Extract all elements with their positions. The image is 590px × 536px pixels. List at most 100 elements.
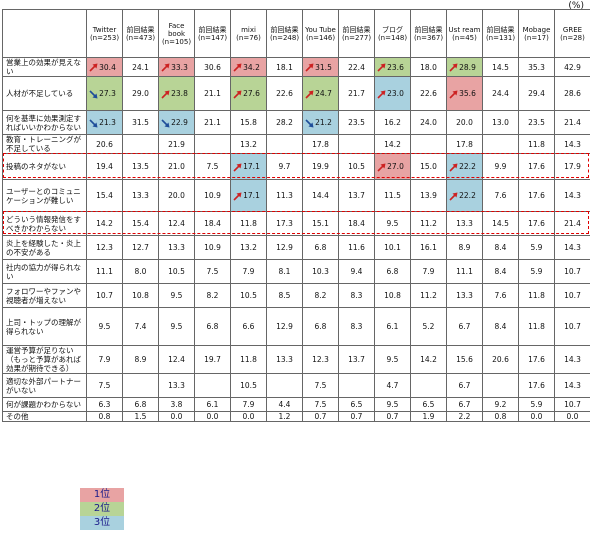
cell-value: 8.4 <box>494 243 507 252</box>
column-name: mixi <box>241 25 256 34</box>
cell-value: 13.3 <box>276 355 293 364</box>
data-cell: 6.5 <box>338 397 375 412</box>
data-cell: 9.9 <box>482 153 519 180</box>
cell-value: 9.2 <box>494 400 507 409</box>
cell-value: 22.9 <box>171 118 188 127</box>
cell-value: 0.7 <box>350 412 363 421</box>
trend-up-arrow-icon <box>305 90 314 99</box>
cell-value: 8.2 <box>314 291 327 300</box>
table-row: 何を基準に効果測定すればいいかわからない 21.3 31.5 22.9 21.1 15.8… <box>2 110 590 135</box>
column-sample-size: (n=76) <box>236 33 261 42</box>
table-row: 炎上を経験した・炎上の不安がある 12.3 12.7 13.3 10.9 13.2 12.9… <box>2 235 590 260</box>
data-cell: 28.9 <box>446 57 483 77</box>
trend-down-arrow-icon <box>305 118 314 127</box>
cell-value: 6.8 <box>314 322 327 331</box>
cell-value: 0.0 <box>206 412 219 421</box>
cell-value: 10.3 <box>312 267 329 276</box>
data-cell: 19.7 <box>194 345 231 374</box>
data-cell: 10.5 <box>230 373 267 398</box>
data-cell: 0.7 <box>338 411 375 422</box>
cell-value: 12.4 <box>168 355 185 364</box>
cell-value: 17.3 <box>276 219 293 228</box>
cell-value: 14.3 <box>564 381 581 390</box>
data-cell: 12.4 <box>158 211 195 236</box>
data-cell: 8.4 <box>482 307 519 346</box>
table-row: 適切な外部パートナーがいない 7.5 13.3 10.5 7.5 4.7 6.7 17.6 14… <box>2 373 590 398</box>
cell-value: 10.7 <box>564 267 581 276</box>
data-cell: 13.7 <box>338 179 375 212</box>
data-cell: 9.5 <box>374 345 411 374</box>
cell-value: 10.7 <box>564 322 581 331</box>
data-cell: 14.3 <box>554 134 590 154</box>
table-row: 社内の協力が得られない 11.1 8.0 10.5 7.5 7.9 8.1 10.3 9.4 6.… <box>2 259 590 284</box>
data-cell: 6.7 <box>446 373 483 398</box>
cell-value: 4.4 <box>278 400 291 409</box>
cell-value: 13.3 <box>456 291 473 300</box>
data-cell: 20.6 <box>86 134 123 154</box>
table-row: 上司・トップの理解が得られない 9.5 7.4 9.5 6.8 6.6 12.9 6.8 8.3… <box>2 307 590 346</box>
data-cell: 14.5 <box>482 211 519 236</box>
cell-value: 19.9 <box>312 162 329 171</box>
data-cell: 21.3 <box>86 110 123 135</box>
cell-value: 13.2 <box>240 243 257 252</box>
cell-value: 15.6 <box>456 355 473 364</box>
trend-up-arrow-icon <box>449 90 458 99</box>
cell-value: 29.0 <box>132 89 149 98</box>
data-cell: 11.8 <box>230 345 267 374</box>
data-cell: 7.5 <box>302 397 339 412</box>
cell-value: 7.5 <box>98 381 111 390</box>
data-cell: 17.8 <box>302 134 339 154</box>
column-header: mixi (n=76) <box>230 9 267 58</box>
data-cell: 23.0 <box>374 76 411 111</box>
cell-value: 16.2 <box>384 118 401 127</box>
row-label: 何を基準に効果測定すればいいかわからない <box>2 110 87 135</box>
trend-up-arrow-icon <box>233 163 242 172</box>
data-cell: 17.6 <box>518 373 555 398</box>
data-cell: 7.9 <box>86 345 123 374</box>
data-cell: 6.8 <box>122 397 159 412</box>
data-cell: 17.6 <box>518 211 555 236</box>
cell-value: 14.5 <box>492 62 509 72</box>
data-cell: 21.4 <box>554 110 590 135</box>
cell-value: 13.9 <box>420 191 437 200</box>
cell-value: 8.9 <box>134 355 147 364</box>
cell-value: 6.5 <box>350 400 363 409</box>
data-cell: 1.2 <box>266 411 303 422</box>
cell-value: 9.5 <box>98 322 111 331</box>
cell-value: 13.0 <box>492 118 509 127</box>
data-cell: 17.8 <box>446 134 483 154</box>
data-cell: 10.5 <box>338 153 375 180</box>
row-label: どういう情報発信をすべきかわからない <box>2 211 87 236</box>
cell-value: 6.8 <box>386 267 399 276</box>
row-label: その他 <box>2 411 87 422</box>
column-sample-size: (n=17) <box>524 33 549 42</box>
cell-value: 21.7 <box>348 89 365 98</box>
column-name: Face book <box>167 21 186 38</box>
data-cell: 22.9 <box>158 110 195 135</box>
row-label: 人材が不足している <box>2 76 87 111</box>
cell-value: 12.9 <box>276 243 293 252</box>
cell-value: 11.8 <box>240 355 257 364</box>
trend-up-arrow-icon <box>233 192 242 201</box>
column-sample-size: (n=148) <box>377 33 408 42</box>
cell-value: 0.0 <box>242 412 255 421</box>
cell-value: 24.4 <box>492 89 509 98</box>
data-cell: 11.6 <box>338 235 375 260</box>
data-cell: 9.5 <box>158 283 195 308</box>
row-label: フォロワーやファンや視聴者が増えない <box>2 283 87 308</box>
cell-value: 13.2 <box>240 139 257 149</box>
cell-value: 12.9 <box>276 322 293 331</box>
column-sample-size: (n=147) <box>197 33 228 42</box>
cell-value: 9.5 <box>170 291 183 300</box>
data-cell: 16.1 <box>410 235 447 260</box>
data-cell <box>194 373 231 398</box>
data-cell: 3.8 <box>158 397 195 412</box>
data-cell: 0.7 <box>302 411 339 422</box>
data-cell: 6.8 <box>302 307 339 346</box>
cell-value: 12.3 <box>96 243 113 252</box>
cell-value: 0.8 <box>98 412 111 421</box>
trend-up-arrow-icon <box>449 163 458 172</box>
data-cell: 10.9 <box>194 235 231 260</box>
data-cell: 7.6 <box>482 179 519 212</box>
cell-value: 18.4 <box>204 219 221 228</box>
